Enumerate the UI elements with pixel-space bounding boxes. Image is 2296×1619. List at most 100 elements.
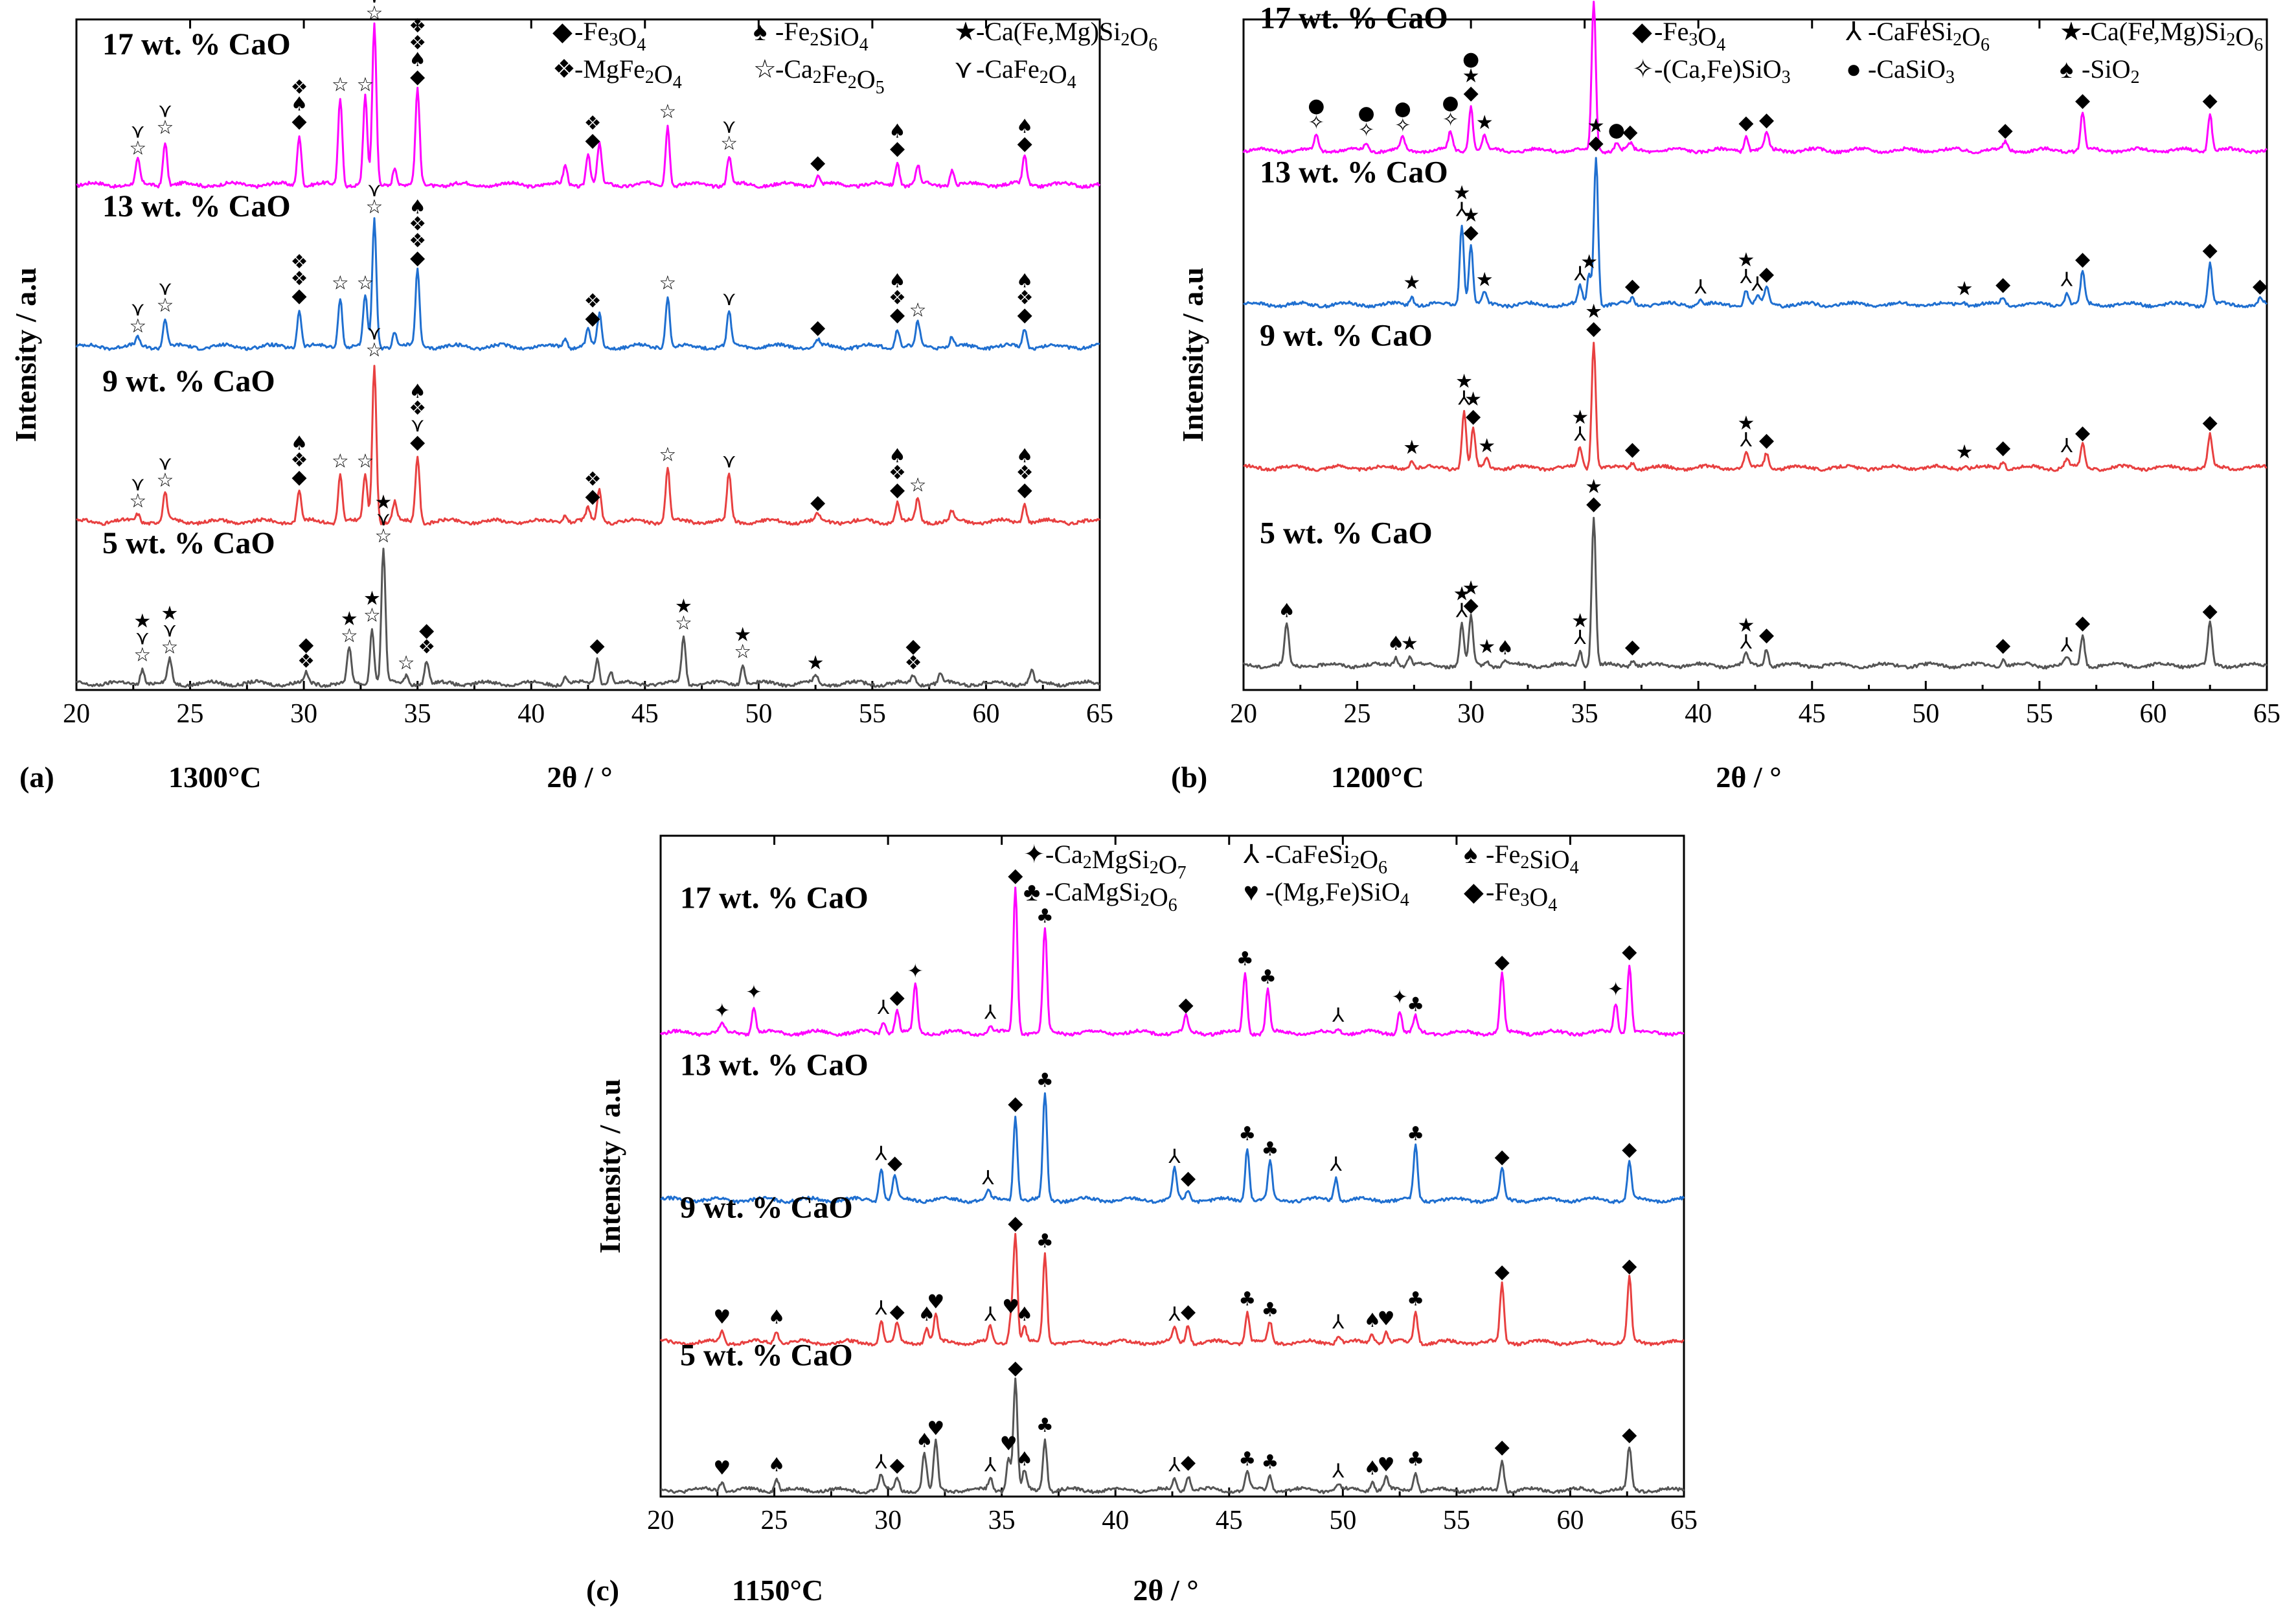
phase-marker: ☆ xyxy=(156,469,174,492)
phase-marker: ☆ xyxy=(332,450,349,473)
phase-marker: ⅄ xyxy=(1695,276,1707,299)
phase-marker: ♣ xyxy=(1036,905,1054,928)
phase-marker: ♣ xyxy=(1407,1123,1424,1145)
legend-symbol: ☆ xyxy=(753,54,777,84)
phase-marker: ◆ xyxy=(1622,121,1637,143)
phase-marker: ⅄ xyxy=(1574,262,1586,285)
phase-marker: ⋎ xyxy=(367,0,381,8)
series-label: 5 wt. % CaO xyxy=(1260,516,1433,550)
phase-marker: ◆ xyxy=(1008,1357,1023,1379)
phase-marker: ❖ xyxy=(409,212,426,235)
phase-marker: ❖ xyxy=(1016,462,1034,485)
phase-marker: ⋎ xyxy=(367,179,381,201)
phase-marker: ◆ xyxy=(1622,1138,1637,1160)
phase-marker: ★ xyxy=(1453,182,1471,205)
phase-marker: ◆ xyxy=(890,986,905,1009)
phase-marker: ◆ xyxy=(585,307,600,330)
phase-marker: ◆ xyxy=(1995,273,2010,296)
phase-marker: ♥ xyxy=(927,1291,944,1314)
y-axis-label: Intensity / a.u xyxy=(9,268,42,442)
phase-marker: ☆ xyxy=(161,636,179,658)
phase-marker: ☆ xyxy=(659,100,676,123)
phase-marker: ◆ xyxy=(1008,864,1023,887)
legend-symbol: ◆ xyxy=(1632,17,1652,46)
phase-marker: ★ xyxy=(1453,583,1471,606)
phase-marker: ◆ xyxy=(292,110,307,133)
phase-marker: ◆ xyxy=(2203,600,2218,623)
phase-marker: ◆ xyxy=(1738,111,1753,134)
phase-marker: ◆ xyxy=(590,634,605,657)
x-tick-label: 25 xyxy=(761,1506,788,1535)
phase-marker: ★ xyxy=(341,608,358,630)
phase-marker: ♣ xyxy=(1407,1288,1424,1311)
phase-marker: ◆ xyxy=(1495,1145,1510,1168)
phase-marker: ◆ xyxy=(890,1300,905,1323)
temperature-label: 1200°C xyxy=(1331,761,1424,794)
legend-symbol: ♠ xyxy=(753,17,767,46)
phase-marker: ◆ xyxy=(810,316,825,339)
phase-marker: ◆ xyxy=(1017,479,1032,501)
series-label: 5 wt. % CaO xyxy=(680,1338,853,1372)
phase-marker: ☆ xyxy=(156,116,174,139)
panel-letter: (c) xyxy=(586,1574,619,1607)
panel-c: 20 25 30 35 40 45 50 55 60 65 Intensity / a.u 2θ / … xyxy=(586,834,1698,1607)
legend-symbol: ★ xyxy=(2060,17,2083,46)
phase-marker: ⅄ xyxy=(2061,435,2073,457)
legend-label: -CaFe2O4 xyxy=(976,54,1076,93)
x-tick-label: 60 xyxy=(2139,699,2166,729)
series-label: 13 wt. % CaO xyxy=(1260,155,1448,189)
phase-marker: ◆ xyxy=(1625,636,1640,658)
phase-marker: ⅄ xyxy=(1458,387,1470,410)
phase-marker: ◆ xyxy=(1017,304,1032,327)
phase-marker: ◆ xyxy=(1625,438,1640,461)
phase-marker: ❖ xyxy=(1016,287,1034,310)
legend-symbol: ❖ xyxy=(552,54,576,84)
phase-marker: ★ xyxy=(1585,476,1602,498)
legend-symbol: ⋎ xyxy=(954,54,973,84)
phase-marker: ♥ xyxy=(713,1457,731,1480)
phase-marker: ★ xyxy=(375,491,392,514)
phase-marker: ♥ xyxy=(927,1418,944,1440)
phase-marker: ★ xyxy=(1462,65,1480,87)
phase-marker: ⋎ xyxy=(376,508,391,531)
phase-marker: ☆ xyxy=(366,339,383,362)
phase-marker: ⋎ xyxy=(158,277,172,300)
phase-marker: ★ xyxy=(1580,251,1598,273)
phase-marker: ⋎ xyxy=(722,115,736,138)
phase-marker: ● xyxy=(1358,102,1375,125)
phase-marker: ♣ xyxy=(1407,1448,1424,1471)
phase-marker: ☆ xyxy=(909,299,927,321)
phase-marker: ◆ xyxy=(1759,623,1774,646)
legend-label: -SiO2 xyxy=(2082,54,2140,87)
phase-marker: ♥ xyxy=(1002,1296,1019,1318)
phase-marker: ◆ xyxy=(1759,108,1774,131)
phase-marker: ❖ xyxy=(297,650,315,672)
phase-marker: ★ xyxy=(1478,435,1495,457)
phase-marker: ★ xyxy=(1738,412,1755,435)
x-tick-label: 30 xyxy=(1457,699,1484,729)
phase-marker: ✦ xyxy=(714,1000,730,1022)
phase-marker: ⋎ xyxy=(411,414,425,437)
series-label: 9 wt. % CaO xyxy=(680,1190,853,1224)
phase-marker: ★ xyxy=(1455,371,1473,393)
phase-marker: ♠ xyxy=(1364,1309,1381,1332)
phase-marker: ☆ xyxy=(659,444,676,466)
series-trace xyxy=(1242,157,2268,309)
phase-marker: ❖ xyxy=(889,462,906,485)
legend-label: -Fe2SiO4 xyxy=(1486,840,1579,878)
phase-marker: ❖ xyxy=(291,449,308,472)
phase-marker: ◆ xyxy=(1179,994,1194,1016)
phase-marker: ◆ xyxy=(1464,82,1479,104)
phase-marker: ◆ xyxy=(1181,1451,1196,1474)
series-label: 9 wt. % CaO xyxy=(1260,318,1433,352)
phase-marker: ◆ xyxy=(1017,132,1032,155)
series-label: 13 wt. % CaO xyxy=(680,1048,869,1082)
phase-marker: ♣ xyxy=(1036,1414,1054,1437)
x-tick-label: 50 xyxy=(745,699,772,729)
x-tick-label: 20 xyxy=(63,699,90,729)
phase-marker: ☆ xyxy=(659,272,676,295)
x-tick-label: 25 xyxy=(177,699,204,729)
series-trace xyxy=(76,547,1100,688)
phase-marker: ● xyxy=(1394,98,1411,121)
